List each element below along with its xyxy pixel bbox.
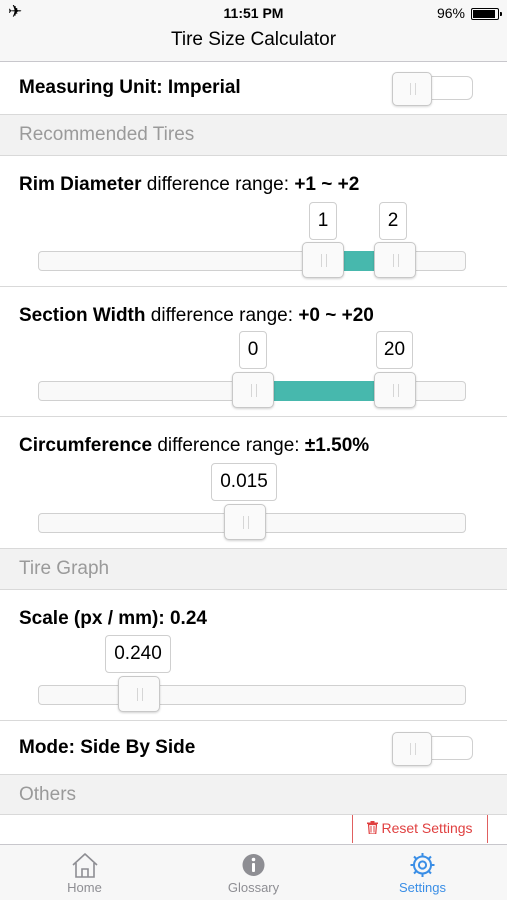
- scale-thumb[interactable]: [118, 676, 160, 712]
- section-width-max-thumb[interactable]: [374, 372, 416, 408]
- nav-bar: Tire Size Calculator: [0, 26, 507, 62]
- airplane-icon: ✈: [8, 2, 23, 21]
- circumference-label-bold: Circumference: [19, 435, 153, 456]
- circumference-value[interactable]: 0.015: [211, 463, 277, 501]
- scale-slider-track[interactable]: [38, 676, 466, 712]
- battery-icon: [471, 8, 502, 20]
- section-header-recommended: Recommended Tires: [0, 115, 507, 156]
- mode-row: Mode: Side By Side: [0, 721, 507, 775]
- rim-diameter-label-text: difference range:: [141, 174, 295, 195]
- section-header-label: Others: [19, 784, 77, 805]
- section-width-row: Section Width difference range: +0 ~ +20…: [0, 287, 507, 417]
- scale-row: Scale (px / mm): 0.24 0.240: [0, 590, 507, 721]
- section-header-others: Others: [0, 775, 507, 815]
- reset-settings-label: Reset Settings: [381, 820, 473, 836]
- mode-label: Mode: Side By Side: [19, 737, 196, 758]
- circumference-row: Circumference difference range: ±1.50% 0…: [0, 417, 507, 549]
- measuring-unit-row: Measuring Unit: Imperial: [0, 62, 507, 115]
- tab-home[interactable]: Home: [0, 845, 169, 900]
- rim-diameter-row: Rim Diameter difference range: +1 ~ +2 1…: [0, 156, 507, 287]
- scale-label: Scale (px / mm): 0.24: [19, 608, 207, 629]
- circumference-label-text: difference range:: [152, 435, 305, 456]
- circumference-label: Circumference difference range: ±1.50%: [19, 435, 369, 457]
- circumference-slider-track[interactable]: [38, 504, 466, 540]
- section-width-slider-fill: [252, 381, 394, 401]
- section-width-slider-track[interactable]: [38, 372, 466, 408]
- battery-percent: 96%: [436, 5, 465, 21]
- rim-diameter-label: Rim Diameter difference range: +1 ~ +2: [19, 174, 359, 196]
- home-icon: [72, 853, 98, 878]
- tab-settings-label: Settings: [399, 880, 446, 895]
- section-header-label: Tire Graph: [19, 558, 110, 579]
- gear-icon: [410, 853, 435, 877]
- mode-toggle[interactable]: [392, 732, 473, 766]
- tab-settings[interactable]: Settings: [338, 845, 507, 900]
- section-width-range: +0 ~ +20: [298, 305, 374, 326]
- section-width-min-value[interactable]: 0: [239, 331, 267, 369]
- reset-settings-button[interactable]: Reset Settings: [352, 815, 488, 843]
- status-bar: ✈ 11:51 PM 96%: [0, 0, 507, 26]
- tab-bar: Home Glossary Settings: [0, 844, 507, 900]
- page-title: Tire Size Calculator: [170, 29, 337, 50]
- trash-icon: [367, 821, 379, 835]
- toggle-knob[interactable]: [392, 72, 432, 106]
- measuring-unit-label: Measuring Unit: Imperial: [19, 77, 241, 98]
- rim-diameter-min-value[interactable]: 1: [309, 202, 337, 240]
- circumference-thumb[interactable]: [224, 504, 266, 540]
- info-icon: [242, 854, 265, 876]
- tab-home-label: Home: [67, 880, 102, 895]
- section-width-min-thumb[interactable]: [232, 372, 274, 408]
- rim-diameter-range: +1 ~ +2: [294, 174, 360, 195]
- section-width-label: Section Width difference range: +0 ~ +20: [19, 305, 374, 327]
- scale-value[interactable]: 0.240: [105, 635, 171, 673]
- circumference-range: ±1.50%: [304, 435, 370, 456]
- section-width-label-text: difference range:: [145, 305, 299, 326]
- rim-diameter-max-thumb[interactable]: [374, 242, 416, 278]
- section-header-graph: Tire Graph: [0, 549, 507, 590]
- rim-diameter-min-thumb[interactable]: [302, 242, 344, 278]
- status-time: 11:51 PM: [223, 5, 284, 21]
- reset-row: Reset Settings: [0, 815, 507, 844]
- rim-diameter-slider-track[interactable]: [38, 242, 466, 278]
- tab-glossary-label: Glossary: [227, 880, 280, 895]
- tab-glossary[interactable]: Glossary: [169, 845, 338, 900]
- section-width-label-bold: Section Width: [19, 305, 146, 326]
- section-header-label: Recommended Tires: [19, 124, 195, 145]
- measuring-unit-toggle[interactable]: [392, 72, 473, 106]
- section-width-max-value[interactable]: 20: [376, 331, 413, 369]
- toggle-knob[interactable]: [392, 732, 432, 766]
- rim-diameter-label-bold: Rim Diameter: [19, 174, 142, 195]
- rim-diameter-max-value[interactable]: 2: [379, 202, 407, 240]
